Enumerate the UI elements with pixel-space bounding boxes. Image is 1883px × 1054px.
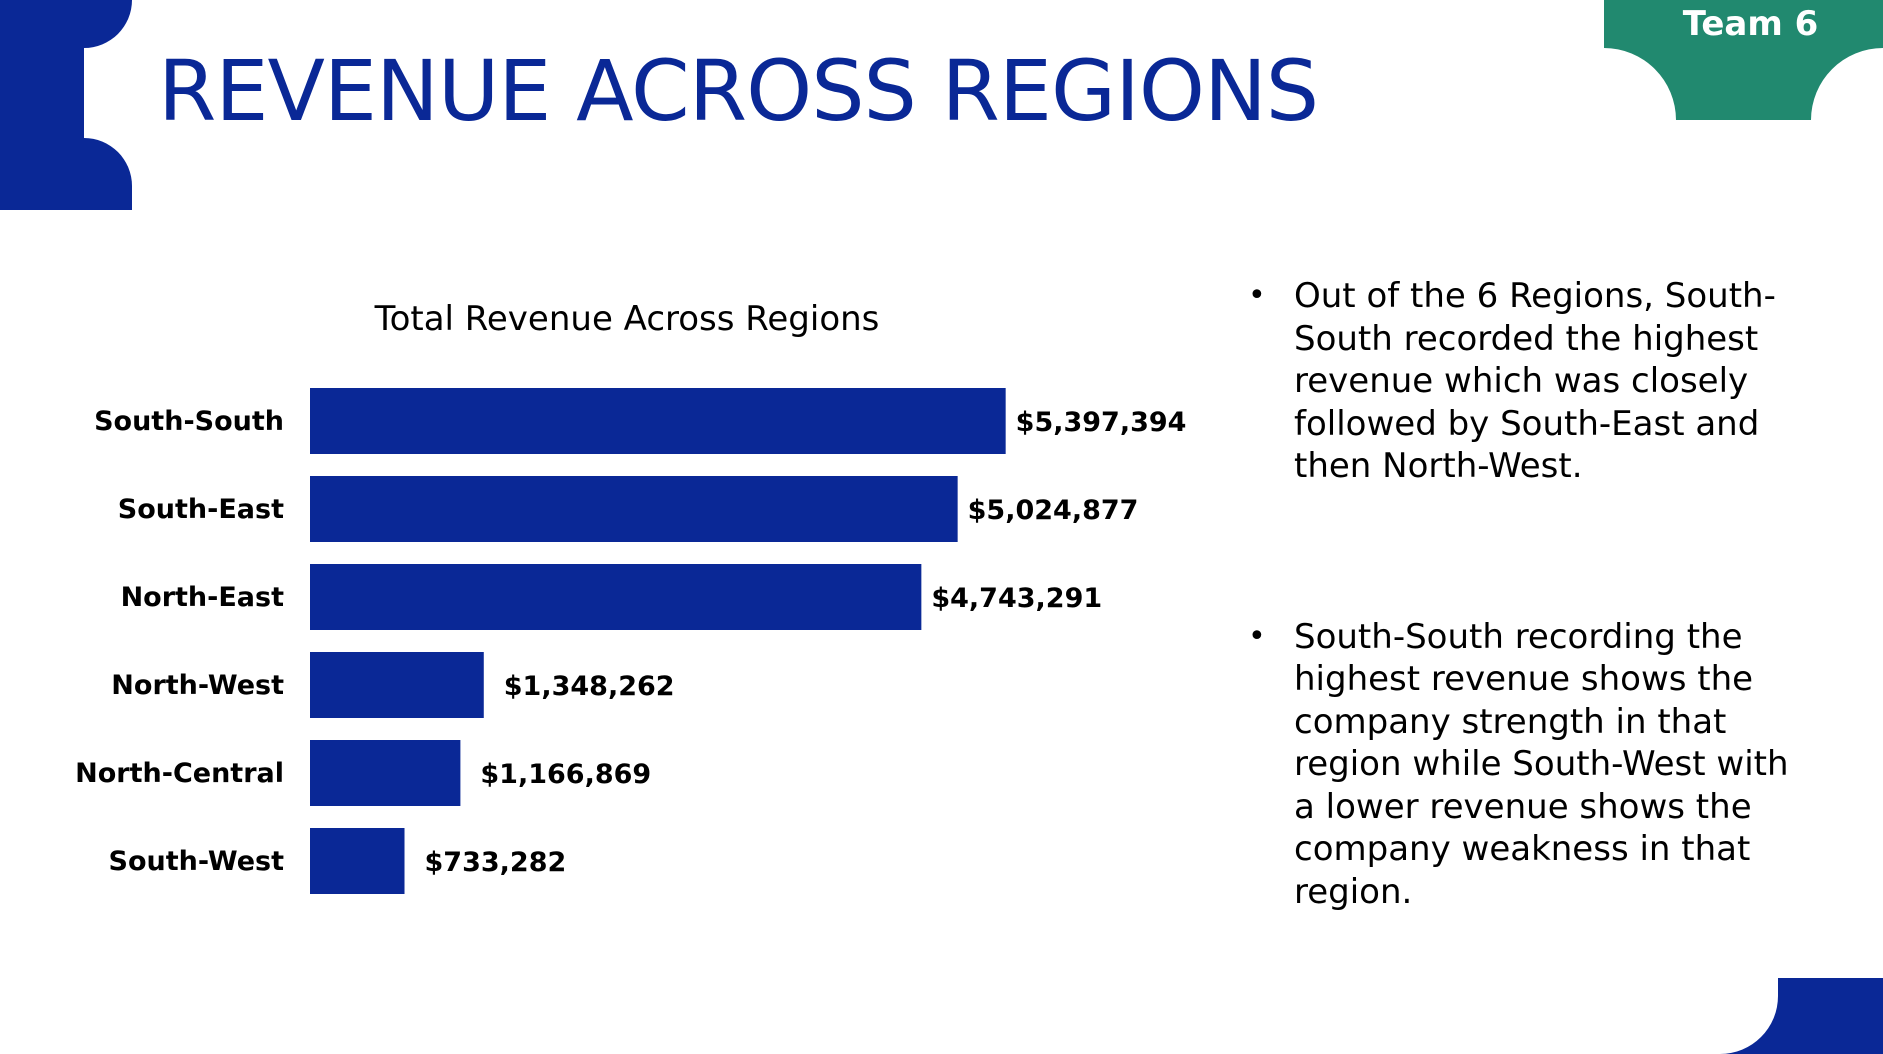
category-label: North-Central (75, 758, 284, 789)
bullet-text: South-South recording the highest revenu… (1294, 616, 1789, 912)
decoration-shape (0, 0, 132, 210)
bar (310, 564, 922, 630)
category-label: South-West (109, 846, 285, 877)
bar (310, 476, 958, 542)
value-label: $1,166,869 (480, 759, 651, 790)
value-label: $5,024,877 (968, 495, 1139, 526)
chart-bars: South-South $5,397,394 South-East $5,024,87… (75, 388, 1186, 894)
corner-decoration-bottom-right (1720, 978, 1883, 1054)
category-label: North-West (111, 670, 284, 701)
revenue-bar-chart: Total Revenue Across Regions South-South… (75, 299, 1186, 894)
bullet-dot-icon: • (1248, 278, 1266, 313)
slide-title: REVENUE ACROSS REGIONS (158, 42, 1319, 140)
team-badge: Team 6 (1682, 4, 1819, 44)
decoration-shape (1604, 0, 1883, 120)
value-label: $733,282 (425, 847, 567, 878)
bar (310, 828, 405, 894)
corner-decoration-top-right (1604, 0, 1883, 120)
value-label: $4,743,291 (931, 583, 1102, 614)
bar (310, 652, 484, 718)
category-label: South-East (118, 494, 284, 525)
bullet-text: Out of the 6 Regions, South-South record… (1294, 276, 1776, 486)
bullet-dot-icon: • (1248, 618, 1266, 654)
bar (310, 388, 1006, 454)
chart-title: Total Revenue Across Regions (374, 299, 880, 339)
insight-bullets: • Out of the 6 Regions, South-South reco… (1240, 275, 1820, 913)
value-label: $5,397,394 (1016, 407, 1187, 438)
bar (310, 740, 461, 806)
bullet-item: • Out of the 6 Regions, South-South reco… (1240, 275, 1820, 488)
value-label: $1,348,262 (504, 671, 675, 702)
category-label: North-East (121, 582, 285, 613)
bullet-item: • South-South recording the highest reve… (1240, 616, 1820, 914)
decoration-shape (1720, 978, 1883, 1054)
corner-decoration-top-left (0, 0, 132, 210)
category-label: South-South (94, 406, 284, 437)
